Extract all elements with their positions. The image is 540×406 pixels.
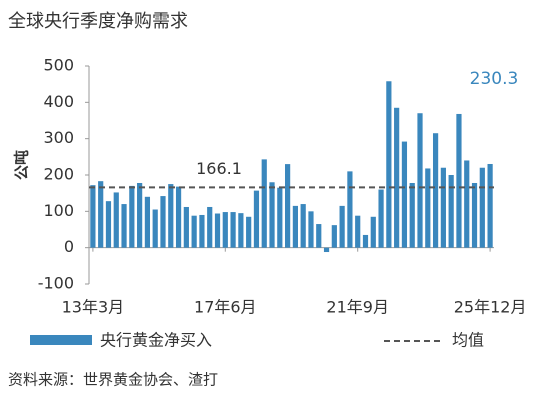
y-tick-label: 300 bbox=[43, 128, 74, 147]
bar bbox=[331, 225, 337, 248]
bar bbox=[362, 234, 369, 248]
bar bbox=[308, 211, 314, 248]
x-tick-label: 13年3月 bbox=[62, 298, 125, 317]
bar bbox=[355, 215, 361, 248]
bar bbox=[394, 107, 400, 248]
bar bbox=[401, 141, 408, 248]
y-tick-label: 0 bbox=[64, 237, 74, 256]
chart-title: 全球央行季度净购需求 bbox=[8, 11, 188, 32]
bar bbox=[207, 206, 213, 248]
bar bbox=[471, 182, 478, 248]
bar bbox=[409, 182, 415, 248]
bar bbox=[277, 187, 283, 248]
bar bbox=[417, 113, 423, 248]
bar bbox=[370, 216, 376, 248]
bar bbox=[98, 181, 104, 248]
bar bbox=[323, 247, 330, 253]
bar bbox=[144, 196, 151, 248]
x-tick-label: 17年6月 bbox=[194, 298, 257, 317]
x-tick-label: 21年9月 bbox=[326, 298, 389, 317]
mean-label: 166.1 bbox=[196, 159, 242, 178]
bar bbox=[316, 224, 322, 248]
y-tick-label: 400 bbox=[43, 92, 74, 111]
bar bbox=[432, 133, 439, 248]
bar bbox=[230, 212, 236, 248]
bar bbox=[214, 213, 221, 248]
bar bbox=[347, 171, 353, 248]
bar bbox=[456, 113, 462, 248]
bar bbox=[160, 196, 166, 248]
bar bbox=[479, 167, 485, 248]
bar bbox=[246, 216, 252, 248]
bar bbox=[238, 213, 244, 248]
bar bbox=[425, 168, 431, 248]
bar bbox=[339, 205, 345, 248]
bar bbox=[105, 201, 112, 248]
bar bbox=[292, 205, 298, 248]
bar bbox=[183, 206, 189, 248]
data-label: 230.3 bbox=[470, 69, 519, 89]
bar bbox=[113, 192, 119, 248]
bar bbox=[253, 190, 260, 248]
bar bbox=[168, 184, 174, 248]
bar bbox=[300, 204, 306, 248]
bar bbox=[175, 186, 182, 248]
bar bbox=[285, 164, 291, 248]
legend-swatch bbox=[30, 335, 92, 345]
bar bbox=[121, 204, 127, 248]
bar bbox=[191, 215, 197, 248]
bar bbox=[199, 214, 205, 248]
bar bbox=[386, 81, 392, 248]
bar bbox=[378, 189, 384, 248]
y-tick-label: 200 bbox=[43, 165, 74, 184]
y-axis-label: 公吨 bbox=[13, 150, 31, 180]
x-tick-label: 25年12月 bbox=[454, 298, 527, 317]
bar bbox=[464, 160, 470, 248]
bar bbox=[222, 212, 228, 248]
bar bbox=[448, 175, 454, 248]
bar bbox=[269, 182, 275, 248]
source: 资料来源：世界黄金协会、渣打 bbox=[8, 371, 218, 389]
y-tick-label: 100 bbox=[43, 201, 74, 220]
bar bbox=[440, 167, 446, 248]
legend-label: 均值 bbox=[452, 331, 484, 350]
bar bbox=[487, 163, 493, 248]
y-tick-label: 500 bbox=[43, 56, 74, 75]
bar bbox=[137, 182, 143, 248]
bar bbox=[152, 209, 158, 248]
legend-label: 央行黄金净买入 bbox=[100, 331, 212, 350]
y-tick-label: -100 bbox=[38, 274, 74, 293]
bar bbox=[261, 159, 267, 248]
bar bbox=[90, 185, 96, 248]
bar bbox=[129, 185, 135, 248]
